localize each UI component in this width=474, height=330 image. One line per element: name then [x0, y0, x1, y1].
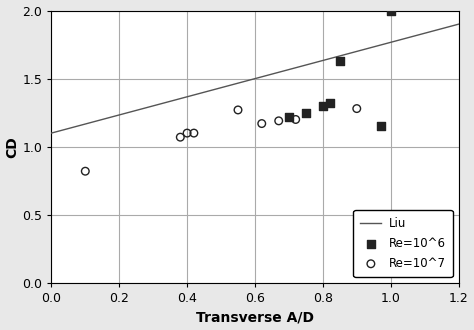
- Re=10^6: [319, 103, 327, 109]
- Re=10^7: [82, 169, 89, 174]
- Re=10^7: [176, 135, 184, 140]
- Re=10^6: [336, 58, 344, 64]
- Re=10^6: [285, 114, 292, 119]
- Re=10^6: [377, 124, 384, 129]
- Re=10^6: [326, 101, 333, 106]
- Y-axis label: CD: CD: [6, 136, 19, 158]
- Re=10^7: [190, 130, 198, 136]
- Re=10^6: [302, 110, 310, 115]
- Re=10^7: [353, 106, 361, 111]
- X-axis label: Transverse A/D: Transverse A/D: [196, 311, 314, 324]
- Re=10^7: [183, 130, 191, 136]
- Re=10^7: [275, 118, 283, 123]
- Re=10^6: [387, 8, 394, 13]
- Re=10^7: [292, 117, 300, 122]
- Legend: Liu, Re=10^6, Re=10^7: Liu, Re=10^6, Re=10^7: [353, 210, 453, 277]
- Re=10^7: [258, 121, 265, 126]
- Re=10^7: [234, 107, 242, 113]
